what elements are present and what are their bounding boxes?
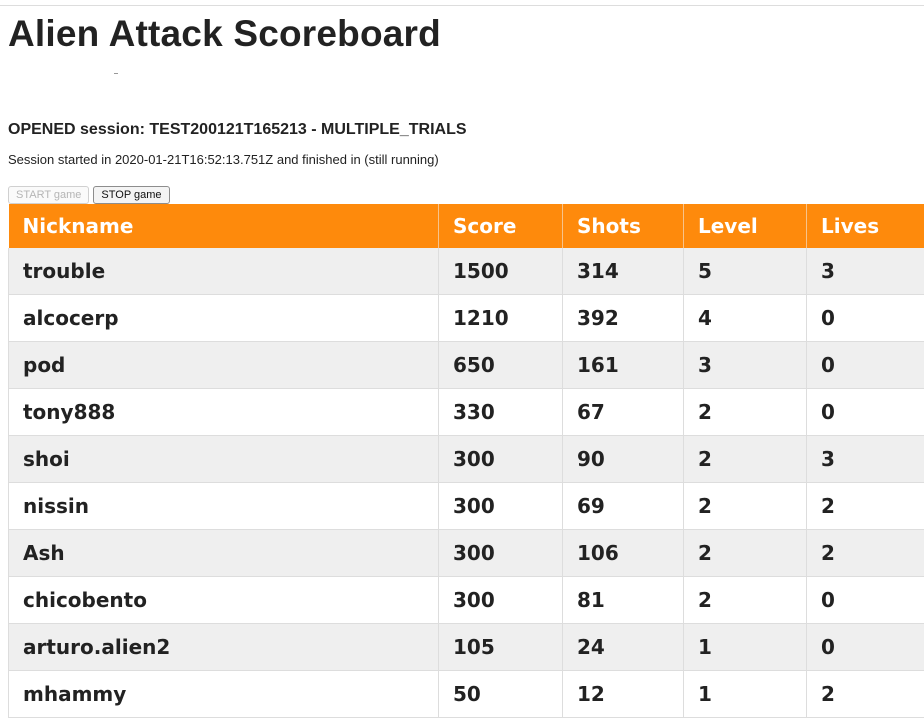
cell-lives: 3 [806,248,924,295]
table-row: shoi 300 90 2 3 [8,435,924,483]
table-row: arturo.alien2 105 24 1 0 [8,623,924,671]
table-row: Ash 300 106 2 2 [8,529,924,577]
cell-nickname: shoi [8,435,439,483]
cell-lives: 2 [806,482,924,530]
cell-level: 2 [683,388,807,436]
cell-score: 300 [438,529,563,577]
cell-score: 300 [438,435,563,483]
cell-lives: 0 [806,576,924,624]
cell-score: 1210 [438,294,563,342]
cell-shots: 67 [562,388,684,436]
cell-lives: 0 [806,388,924,436]
table-row: mhammy 50 12 1 2 [8,670,924,718]
cell-shots: 24 [562,623,684,671]
cell-shots: 12 [562,670,684,718]
cell-level: 2 [683,435,807,483]
cell-level: 5 [683,248,807,295]
cell-nickname: arturo.alien2 [8,623,439,671]
decorative-mark [114,73,118,74]
header-score: Score [438,204,563,248]
cell-score: 300 [438,482,563,530]
cell-level: 1 [683,623,807,671]
cell-shots: 81 [562,576,684,624]
page-title: Alien Attack Scoreboard [8,13,441,54]
cell-lives: 2 [806,670,924,718]
cell-shots: 314 [562,248,684,295]
cell-nickname: nissin [8,482,439,530]
cell-score: 650 [438,341,563,389]
cell-level: 4 [683,294,807,342]
cell-level: 2 [683,576,807,624]
table-row: tony888 330 67 2 0 [8,388,924,436]
cell-shots: 90 [562,435,684,483]
cell-lives: 0 [806,623,924,671]
top-divider [0,5,924,6]
header-lives: Lives [806,204,924,248]
table-header-row: Nickname Score Shots Level Lives [8,204,924,248]
scoreboard-table: Nickname Score Shots Level Lives trouble… [8,204,924,718]
table-row: pod 650 161 3 0 [8,341,924,389]
cell-nickname: mhammy [8,670,439,718]
cell-shots: 106 [562,529,684,577]
cell-nickname: tony888 [8,388,439,436]
table-row: alcocerp 1210 392 4 0 [8,294,924,342]
cell-score: 1500 [438,248,563,295]
cell-nickname: chicobento [8,576,439,624]
header-nickname: Nickname [8,204,439,248]
game-controls: START game STOP game [8,186,170,204]
table-row: chicobento 300 81 2 0 [8,576,924,624]
cell-level: 1 [683,670,807,718]
cell-score: 50 [438,670,563,718]
stop-game-button[interactable]: STOP game [93,186,170,204]
cell-level: 3 [683,341,807,389]
cell-score: 105 [438,623,563,671]
cell-lives: 2 [806,529,924,577]
cell-nickname: pod [8,341,439,389]
cell-lives: 0 [806,341,924,389]
cell-lives: 0 [806,294,924,342]
cell-nickname: alcocerp [8,294,439,342]
cell-nickname: trouble [8,248,439,295]
session-info: Session started in 2020-01-21T16:52:13.7… [8,152,439,167]
start-game-button[interactable]: START game [8,186,90,204]
cell-shots: 392 [562,294,684,342]
cell-score: 330 [438,388,563,436]
cell-shots: 161 [562,341,684,389]
cell-score: 300 [438,576,563,624]
header-level: Level [683,204,807,248]
session-status: OPENED session: TEST200121T165213 - MULT… [8,121,467,138]
table-row: nissin 300 69 2 2 [8,482,924,530]
cell-lives: 3 [806,435,924,483]
cell-level: 2 [683,529,807,577]
cell-level: 2 [683,482,807,530]
cell-nickname: Ash [8,529,439,577]
cell-shots: 69 [562,482,684,530]
table-row: trouble 1500 314 5 3 [8,248,924,295]
header-shots: Shots [562,204,684,248]
